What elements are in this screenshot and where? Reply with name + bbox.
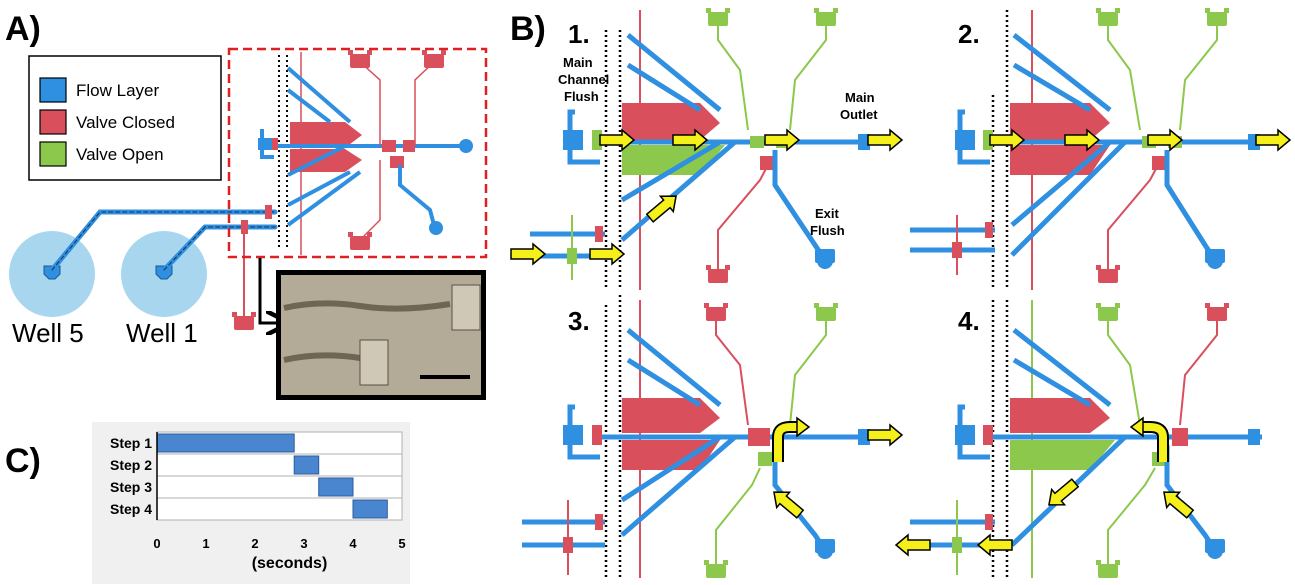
annot-exit-2: Flush <box>810 223 845 238</box>
step-2-diagram: 2. <box>910 8 1291 290</box>
gantt-x-tick-label: 0 <box>153 536 160 551</box>
annot-main-1: Main <box>563 55 593 70</box>
legend-swatch-flow <box>39 77 67 103</box>
annot-main-2: Channel <box>558 72 609 87</box>
panel-a-label: A) <box>5 10 41 48</box>
step-3-diagram: 3. <box>522 295 903 578</box>
gantt-category-label: Step 1 <box>110 435 152 451</box>
well-1-label: Well 1 <box>126 318 198 348</box>
panel-b-label: B) <box>510 10 546 48</box>
gantt-x-tick-label: 2 <box>251 536 258 551</box>
gantt-x-tick-label: 5 <box>398 536 405 551</box>
step-2-number: 2. <box>958 19 980 49</box>
annot-exit-1: Exit <box>815 206 840 221</box>
legend-label-flow: Flow Layer <box>76 81 159 100</box>
mini-chip <box>258 50 473 255</box>
step-3-number: 3. <box>568 306 590 336</box>
gantt-x-tick-label: 4 <box>349 536 357 551</box>
legend-label-closed: Valve Closed <box>76 113 175 132</box>
gantt-bar-step-2 <box>293 455 320 475</box>
panel-c-label: C) <box>5 442 41 480</box>
step-1-diagram: 1. Main <box>510 8 903 290</box>
micrograph-inset <box>258 258 486 400</box>
gantt-x-tick-label: 3 <box>300 536 307 551</box>
gantt-category-label: Step 3 <box>110 479 152 495</box>
well-5-label: Well 5 <box>12 318 84 348</box>
legend-swatch-closed <box>39 109 67 135</box>
zoom-callout-box <box>227 47 488 259</box>
legend-label-open: Valve Open <box>76 145 164 164</box>
gantt-bar-step-3 <box>318 477 354 497</box>
well-channels <box>49 209 278 273</box>
annot-outlet-1: Main <box>845 90 875 105</box>
step-4-number: 4. <box>958 306 980 336</box>
gantt-bar-step-4 <box>352 499 388 519</box>
gantt-row <box>156 475 403 499</box>
well-5 <box>9 231 95 317</box>
gantt-category-label: Step 4 <box>110 501 152 517</box>
gantt-chart: Step 1 Step 2 Step 3 Step 4 0 1 2 3 4 5 (seconds) <box>110 431 406 572</box>
gantt-x-tick-label: 1 <box>202 536 209 551</box>
step-1-number: 1. <box>568 19 590 49</box>
gantt-row <box>156 453 403 477</box>
legend: Flow Layer Valve Closed Valve Open <box>28 55 222 181</box>
valve-a-well1 <box>241 220 248 234</box>
well-1 <box>121 231 207 317</box>
annot-main-3: Flush <box>564 89 599 104</box>
step-4-diagram: 4. <box>895 300 1262 578</box>
legend-swatch-open <box>39 141 67 167</box>
gantt-bar-step-1 <box>156 433 295 453</box>
gantt-x-axis-label: (seconds) <box>252 555 328 572</box>
gantt-category-label: Step 2 <box>110 457 152 473</box>
valve-a-well5 <box>265 205 272 219</box>
annot-outlet-2: Outlet <box>840 107 878 122</box>
